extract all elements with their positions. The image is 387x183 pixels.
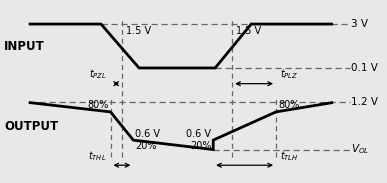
Text: 20%: 20% — [135, 141, 157, 151]
Text: 1.2 V: 1.2 V — [351, 98, 378, 107]
Text: $V_{OL}$: $V_{OL}$ — [351, 143, 370, 156]
Text: $t_{PLZ}$: $t_{PLZ}$ — [280, 68, 298, 81]
Text: 0.6 V: 0.6 V — [135, 129, 160, 139]
Text: 80%: 80% — [87, 100, 109, 110]
Text: $t_{PZL}$: $t_{PZL}$ — [89, 68, 107, 81]
Text: 1.5 V: 1.5 V — [236, 26, 261, 36]
Text: $t_{THL}$: $t_{THL}$ — [88, 149, 107, 163]
Text: 20%: 20% — [190, 141, 211, 151]
Text: OUTPUT: OUTPUT — [4, 119, 58, 132]
Text: 1.5 V: 1.5 V — [126, 26, 151, 36]
Text: INPUT: INPUT — [4, 40, 45, 53]
Text: 0.1 V: 0.1 V — [351, 63, 378, 73]
Text: $t_{TLH}$: $t_{TLH}$ — [280, 149, 298, 163]
Text: 80%: 80% — [278, 100, 299, 110]
Text: 3 V: 3 V — [351, 19, 368, 29]
Text: 0.6 V: 0.6 V — [186, 129, 211, 139]
